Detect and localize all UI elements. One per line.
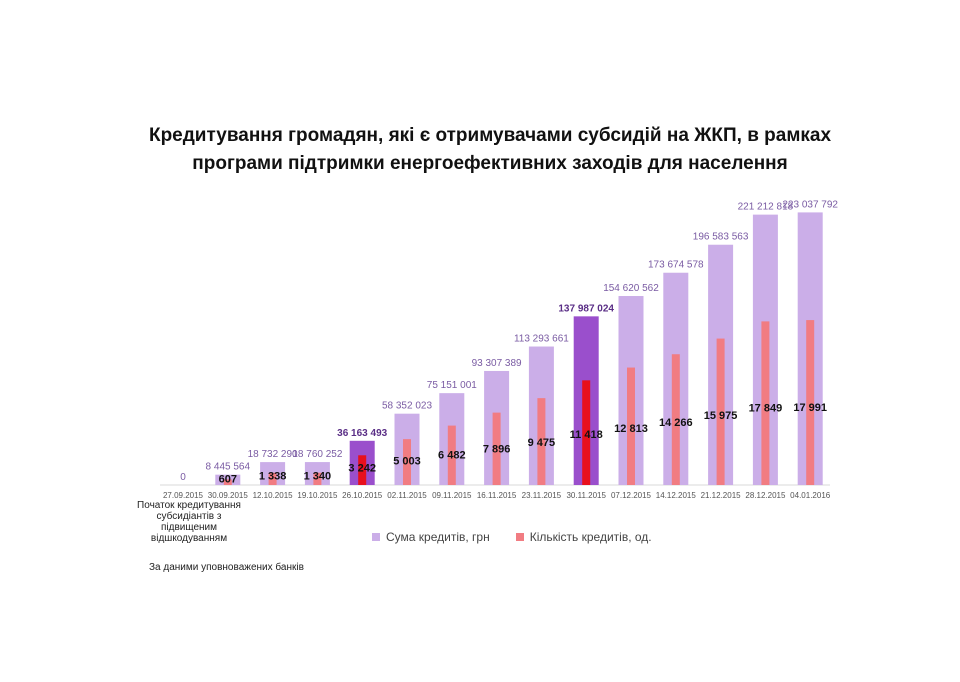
count-data-label: 15 975 bbox=[704, 410, 738, 422]
count-data-label: 17 991 bbox=[793, 402, 827, 414]
count-bar bbox=[671, 354, 680, 485]
x-tick-label: 19.10.2015 bbox=[297, 491, 338, 500]
count-data-label: 14 266 bbox=[659, 417, 693, 429]
count-bar bbox=[268, 472, 277, 485]
x-tick-label: 23.11.2015 bbox=[522, 491, 562, 500]
count-data-label: 9 475 bbox=[528, 437, 556, 449]
legend-item-count: Кількість кредитів, од. bbox=[515, 530, 652, 544]
chart-legend: Сума кредитів, грн Кількість кредитів, о… bbox=[372, 530, 678, 544]
chart-title: Кредитування громадян, які є отримувачам… bbox=[100, 122, 880, 178]
count-bar bbox=[627, 367, 635, 485]
sum-data-label: 113 293 661 bbox=[514, 334, 569, 345]
x-tick-label: 26.10.2015 bbox=[342, 491, 383, 500]
x-tick-label: 12.10.2015 bbox=[253, 491, 294, 500]
count-bar bbox=[447, 425, 456, 485]
sum-data-label: 154 620 562 bbox=[603, 283, 659, 294]
count-data-label: 11 418 bbox=[570, 429, 603, 441]
count-bar bbox=[716, 338, 725, 485]
legend-label-sum: Сума кредитів, грн bbox=[386, 530, 490, 544]
count-data-label: 1 338 bbox=[259, 470, 287, 482]
x-tick-label: 28.12.2015 bbox=[745, 491, 786, 500]
sum-data-label: 173 674 578 bbox=[648, 260, 704, 271]
x-tick-label: 14.12.2015 bbox=[656, 491, 697, 500]
legend-swatch-sum bbox=[372, 533, 380, 541]
legend-label-count: Кількість кредитів, од. bbox=[529, 530, 652, 544]
count-data-label: 17 849 bbox=[749, 402, 783, 414]
count-data-label: 1 340 bbox=[304, 470, 332, 482]
count-bar bbox=[492, 412, 501, 485]
sum-data-label: 221 212 818 bbox=[738, 202, 794, 213]
count-bar bbox=[403, 439, 411, 485]
x-tick-label: 02.11.2015 bbox=[387, 491, 427, 500]
chart-title-line-2: програми підтримки енергоефективних захо… bbox=[192, 153, 788, 174]
count-bar bbox=[223, 479, 232, 485]
sum-data-label: 8 445 564 bbox=[206, 462, 251, 473]
source-note: За даними уповноважених банків bbox=[149, 562, 304, 573]
chart-title-line-1: Кредитування громадян, які є отримувачам… bbox=[148, 125, 832, 146]
sum-data-label: 0 bbox=[180, 472, 186, 483]
count-bar bbox=[358, 455, 367, 485]
sum-data-label: 196 583 563 bbox=[693, 232, 749, 243]
sum-data-label: 18 760 252 bbox=[292, 449, 342, 460]
count-data-label: 5 003 bbox=[393, 455, 421, 467]
count-data-label: 3 242 bbox=[348, 463, 376, 475]
legend-swatch-count bbox=[515, 533, 524, 541]
sum-data-label: 137 987 024 bbox=[558, 303, 614, 314]
x-tick-label: 30.09.2015 bbox=[208, 491, 249, 500]
count-data-label: 6 482 bbox=[438, 449, 466, 461]
x-tick-label: 09.11.2015 bbox=[432, 491, 472, 500]
sum-data-label: 223 037 792 bbox=[782, 199, 838, 210]
sum-data-label: 75 151 001 bbox=[427, 380, 477, 391]
x-tick-label: 04.01.2016 bbox=[790, 491, 831, 500]
sum-data-label: 93 307 389 bbox=[472, 358, 522, 369]
sum-data-label: 36 163 493 bbox=[337, 428, 387, 439]
x-tick-label: 07.12.2015 bbox=[611, 491, 652, 500]
x-tick-label: 21.12.2015 bbox=[701, 491, 742, 500]
legend-item-sum: Сума кредитів, грн bbox=[372, 530, 490, 544]
x-tick-label: 16.11.2015 bbox=[477, 491, 517, 500]
count-data-label: 7 896 bbox=[483, 443, 511, 455]
count-data-label: 12 813 bbox=[614, 423, 648, 435]
count-bar bbox=[313, 472, 322, 485]
count-bar bbox=[537, 398, 546, 485]
count-bar bbox=[582, 380, 591, 485]
x-tick-label: 30.11.2015 bbox=[566, 491, 606, 500]
count-bar bbox=[761, 321, 770, 485]
count-data-label: 607 bbox=[219, 473, 237, 485]
start-annotation: Початок кредитування субсидіантів з підв… bbox=[137, 500, 241, 544]
x-tick-label: 27.09.2015 bbox=[163, 491, 204, 500]
sum-data-label: 18 732 290 bbox=[248, 449, 298, 460]
count-bar bbox=[806, 320, 815, 485]
sum-data-label: 58 352 023 bbox=[382, 401, 432, 412]
